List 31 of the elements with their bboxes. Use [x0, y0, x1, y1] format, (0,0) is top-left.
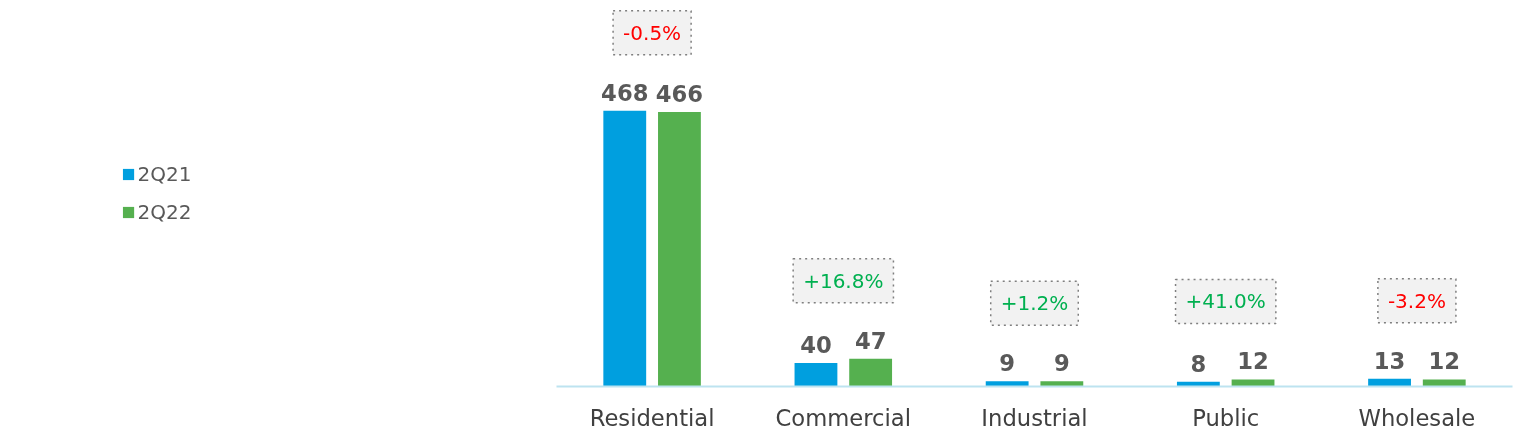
bar — [1040, 381, 1084, 387]
bar — [1368, 378, 1411, 387]
bar — [1231, 379, 1275, 387]
annotation: +41.0% — [1185, 289, 1266, 314]
data-label: 13 — [1373, 347, 1406, 374]
data-label: 9 — [999, 350, 1016, 377]
x-tick-label: Commercial — [775, 404, 912, 431]
bar — [849, 358, 893, 387]
annotation: +1.2% — [1000, 291, 1069, 316]
data-label: 468 — [601, 79, 649, 106]
x-tick-label: Public — [1192, 404, 1260, 431]
data-label: 466 — [655, 80, 704, 107]
annotation: -3.2% — [1387, 288, 1446, 313]
data-label: 40 — [800, 331, 832, 358]
bar — [985, 381, 1029, 387]
data-label: 47 — [854, 327, 887, 354]
bar — [794, 362, 838, 387]
x-tick-label: Industrial — [981, 404, 1088, 431]
data-label: 9 — [1053, 350, 1070, 377]
legend-label: 2Q21 — [137, 162, 192, 186]
legend-label: 2Q22 — [137, 200, 192, 224]
data-label: 12 — [1237, 348, 1269, 375]
data-label: 8 — [1190, 350, 1207, 377]
text: -0.5% — [623, 20, 682, 45]
bar — [1422, 379, 1466, 387]
bar — [658, 111, 701, 387]
data-label: 12 — [1428, 348, 1461, 375]
annotation: +16.8% — [803, 268, 884, 293]
bar — [603, 110, 647, 387]
x-tick-label: Wholesale — [1358, 404, 1476, 431]
x-tick-label: Residential — [589, 404, 715, 431]
